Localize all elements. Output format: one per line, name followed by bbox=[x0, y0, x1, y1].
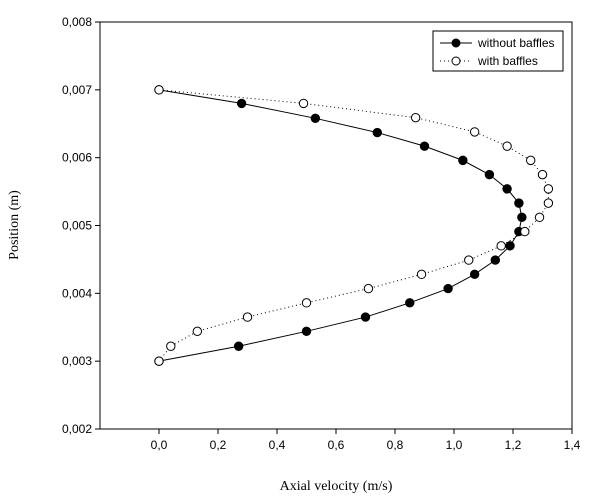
data-point-without-baffles bbox=[517, 212, 527, 223]
x-tick-label: 1,4 bbox=[564, 438, 581, 452]
data-point-with-baffles bbox=[543, 184, 554, 194]
y-tick-label: 0,008 bbox=[62, 15, 92, 29]
data-point-without-baffles bbox=[372, 127, 382, 138]
x-tick-label: 0,2 bbox=[210, 438, 227, 452]
data-point-without-baffles bbox=[502, 184, 512, 194]
data-point-without-baffles bbox=[236, 98, 247, 109]
x-tick-label: 0,4 bbox=[269, 438, 286, 452]
x-tick-label: 1,2 bbox=[505, 438, 522, 452]
x-tick-label: 0,6 bbox=[328, 438, 345, 452]
data-point-with-baffles bbox=[166, 341, 176, 351]
data-point-with-baffles bbox=[416, 269, 427, 280]
legend: without baffles with baffles bbox=[432, 30, 564, 72]
y-tick-label: 0,004 bbox=[62, 286, 92, 300]
data-point-without-baffles bbox=[505, 241, 515, 251]
data-point-with-baffles bbox=[363, 283, 374, 294]
data-point-with-baffles bbox=[410, 112, 421, 123]
series-line-without-baffles bbox=[158, 89, 523, 362]
legend-label-with-baffles: with baffles bbox=[477, 54, 538, 68]
data-point-with-baffles bbox=[537, 169, 548, 180]
series-line-with-baffles bbox=[158, 89, 549, 362]
data-point-without-baffles bbox=[301, 326, 312, 337]
data-point-without-baffles bbox=[310, 113, 321, 124]
data-point-without-baffles bbox=[233, 341, 244, 351]
data-point-with-baffles bbox=[469, 127, 480, 137]
data-point-with-baffles bbox=[298, 98, 309, 109]
x-tick-label: 0,0 bbox=[151, 438, 168, 452]
data-point-with-baffles bbox=[154, 356, 164, 366]
data-point-with-baffles bbox=[534, 212, 545, 223]
data-point-without-baffles bbox=[360, 312, 371, 322]
data-point-with-baffles bbox=[520, 226, 530, 237]
x-tick-label: 1,0 bbox=[446, 438, 463, 452]
data-point-without-baffles bbox=[419, 141, 430, 151]
x-tick-label: 0,8 bbox=[387, 438, 404, 452]
y-tick-label: 0,006 bbox=[62, 151, 92, 165]
data-point-without-baffles bbox=[405, 298, 415, 308]
data-point-with-baffles bbox=[242, 312, 253, 322]
data-point-with-baffles bbox=[464, 255, 474, 265]
legend-marker-with-baffles bbox=[451, 56, 461, 66]
y-axis-title: Position (m) bbox=[7, 190, 22, 260]
plot-frame bbox=[99, 21, 573, 430]
data-point-without-baffles bbox=[490, 255, 500, 265]
data-point-with-baffles bbox=[526, 155, 536, 166]
series-layer bbox=[154, 85, 554, 366]
data-point-without-baffles bbox=[484, 169, 495, 180]
y-tick-label: 0,007 bbox=[62, 83, 92, 97]
legend-label-without-baffles: without baffles bbox=[477, 36, 555, 50]
y-tick-label: 0,003 bbox=[62, 354, 92, 368]
data-point-without-baffles bbox=[514, 198, 524, 208]
data-point-without-baffles bbox=[458, 155, 468, 166]
data-point-without-baffles bbox=[443, 283, 453, 294]
legend-marker-without-baffles bbox=[451, 38, 461, 48]
x-axis-title: Axial velocity (m/s) bbox=[280, 479, 393, 494]
data-point-with-baffles bbox=[192, 326, 203, 337]
data-point-with-baffles bbox=[301, 298, 312, 308]
data-point-with-baffles bbox=[502, 141, 512, 151]
y-tick-label: 0,005 bbox=[62, 219, 92, 233]
data-point-with-baffles bbox=[543, 198, 554, 208]
axes: 0,0 0,2 0,4 0,6 0,8 1,0 1,2 1,4 0,002 0,003 0,004 0… bbox=[62, 15, 581, 452]
y-tick-label: 0,002 bbox=[62, 422, 92, 436]
data-point-without-baffles bbox=[469, 269, 480, 280]
data-point-with-baffles bbox=[154, 85, 164, 95]
data-point-with-baffles bbox=[496, 241, 506, 251]
